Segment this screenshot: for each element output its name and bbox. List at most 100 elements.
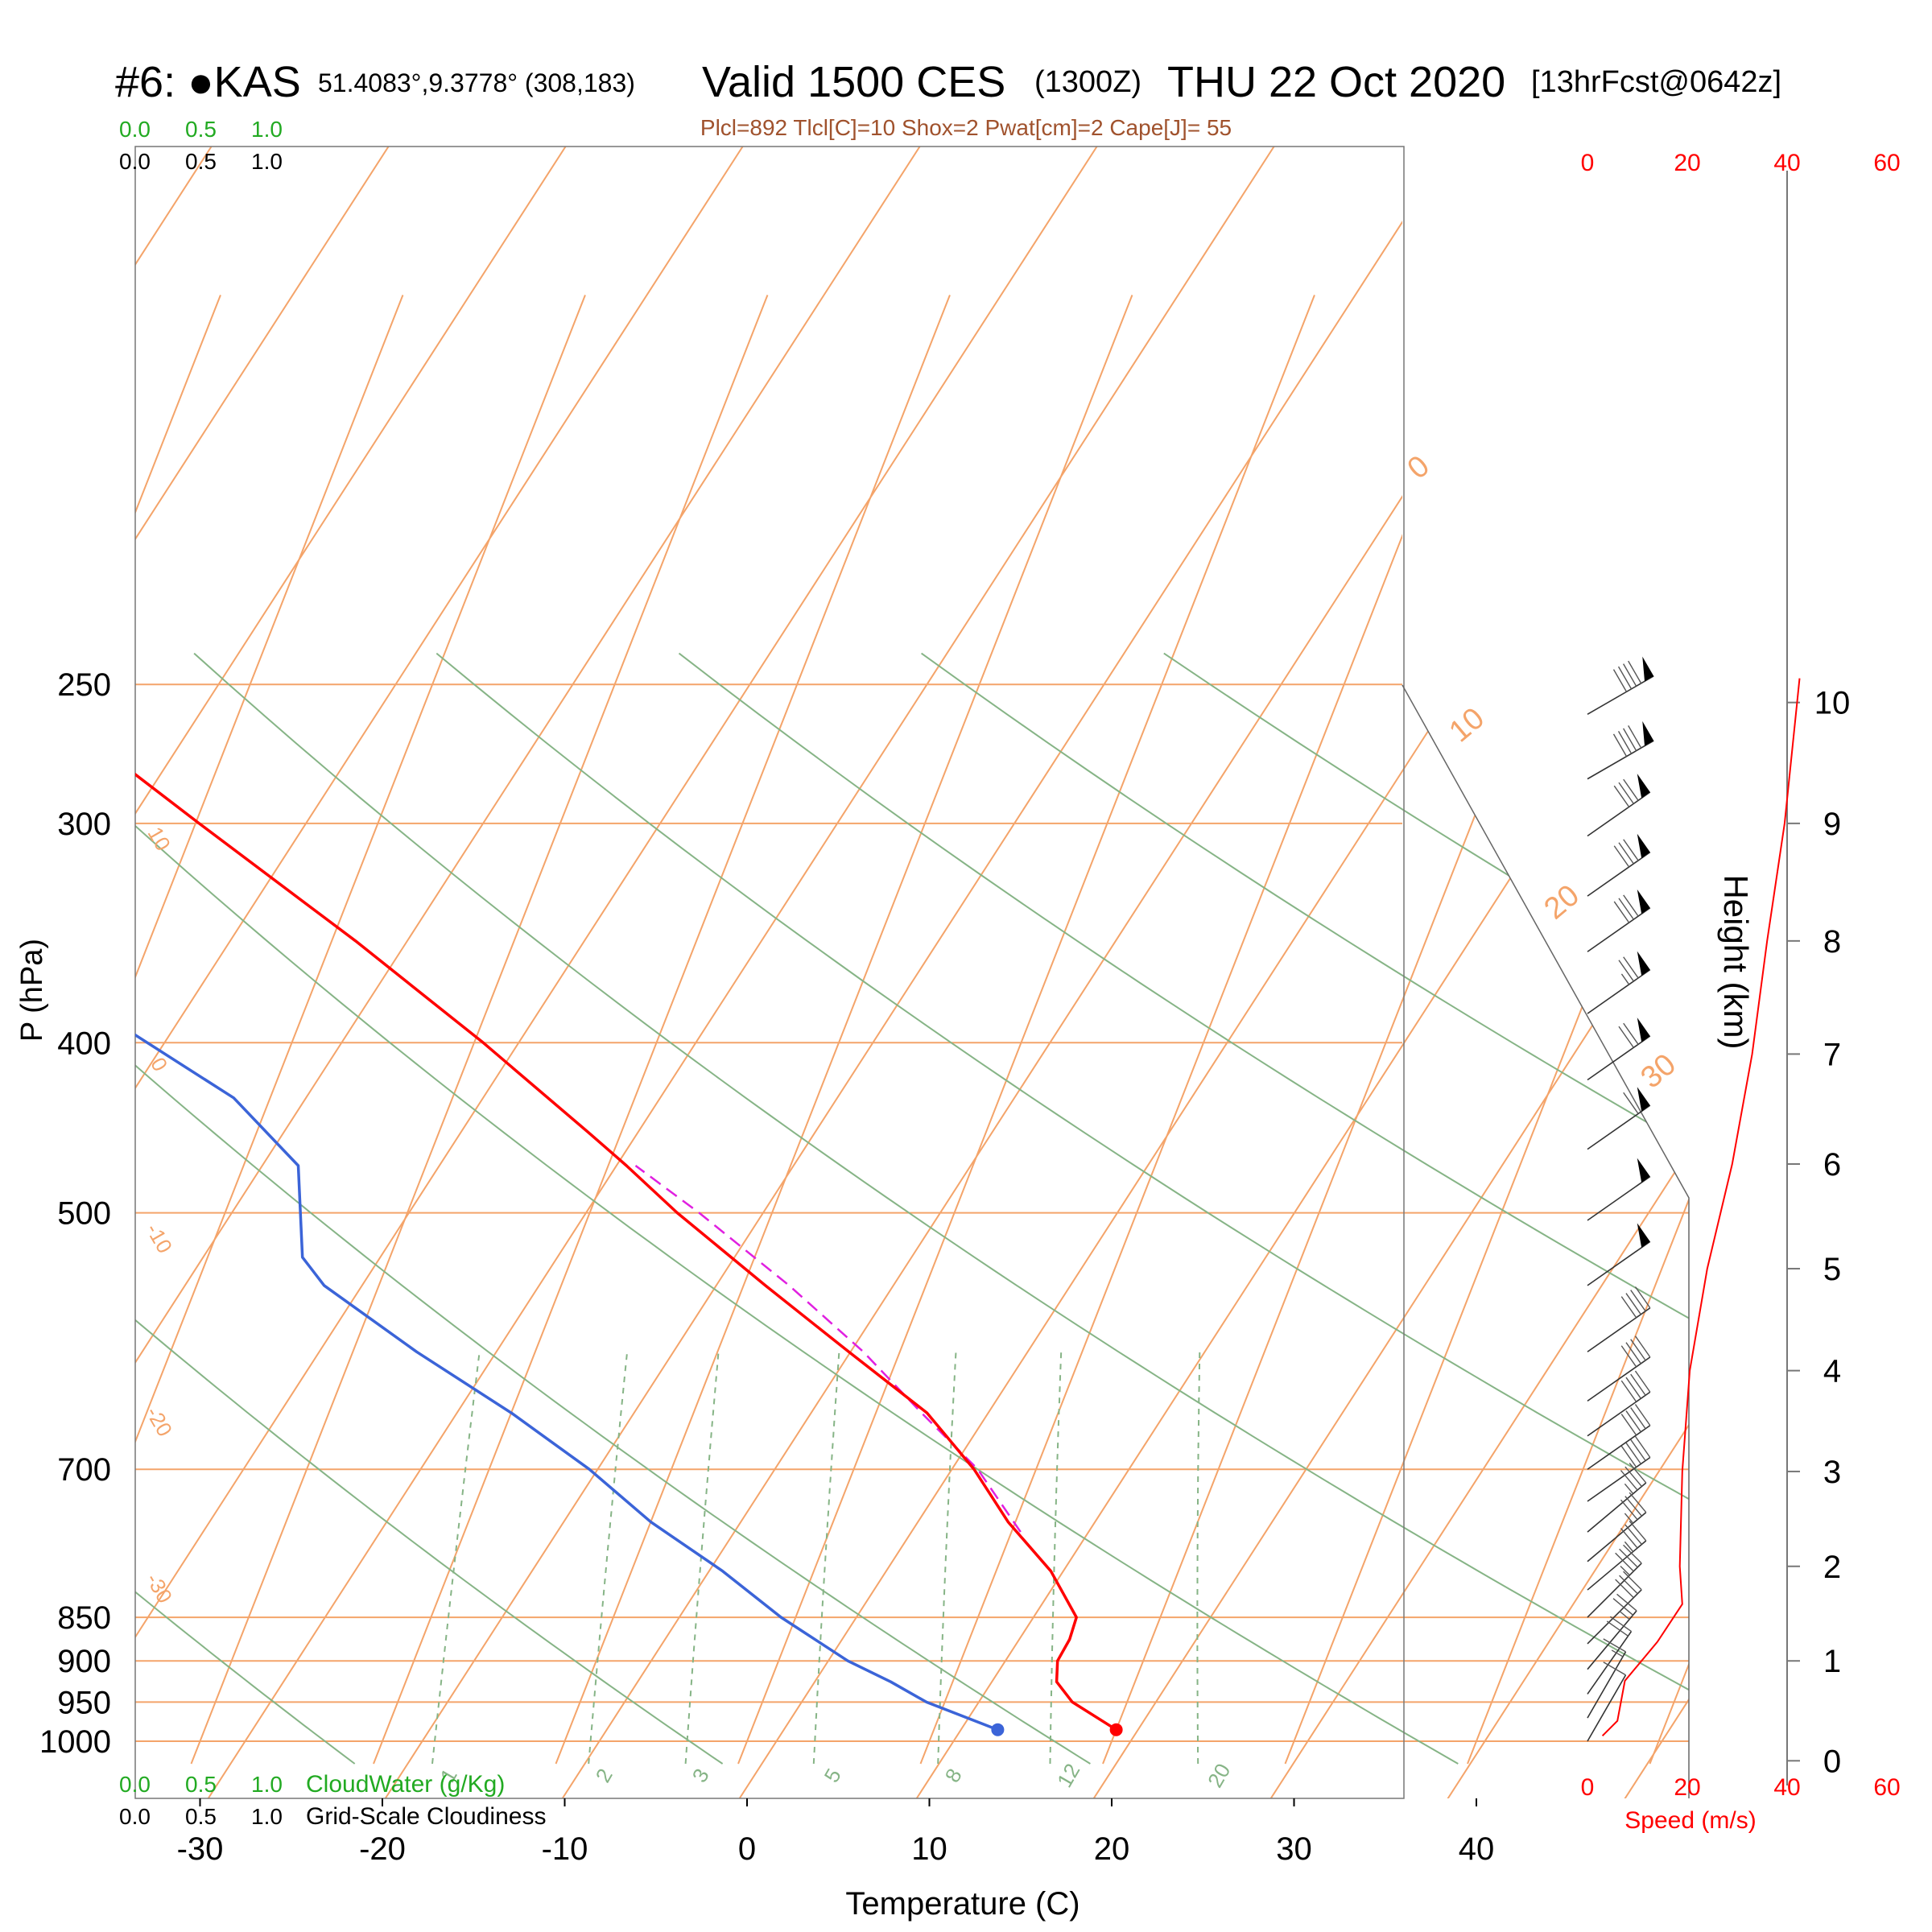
station-label: #6: ●KAS: [115, 58, 301, 106]
isotherm: [190, 295, 769, 1765]
barb-staff: [1587, 1307, 1651, 1352]
pressure-tick-label: 400: [57, 1026, 111, 1061]
mixing-ratio-label: 20: [1203, 1759, 1235, 1791]
barb-full: [1634, 1335, 1651, 1358]
isotherm: [1649, 295, 1689, 1765]
wind-barb: [1587, 833, 1651, 897]
isotherm: [555, 295, 1133, 1765]
height-tick-label: 7: [1823, 1037, 1841, 1072]
cloudiness-label: Grid-Scale Cloudiness: [306, 1803, 546, 1830]
barb-full: [1618, 960, 1634, 982]
diagonal-line: [135, 147, 597, 1798]
cloudwater-tick: 0.5: [185, 117, 217, 142]
wind-barb: [1587, 1616, 1633, 1695]
speed-tick-label-top: 40: [1773, 150, 1800, 176]
speed-tick-label-top: 60: [1873, 150, 1900, 176]
isotherm-label: -10: [141, 1219, 177, 1257]
speed-tick-label-top: 20: [1674, 150, 1700, 176]
barb-flag: [1637, 1018, 1650, 1042]
dry-adiabat: [1648, 652, 1689, 1765]
isotherm-label-right: 20: [1538, 878, 1586, 926]
params-label: Plcl=892 Tlcl[C]=10 Shox=2 Pwat[cm]=2 Ca…: [700, 115, 1232, 140]
barb-staff: [1587, 1674, 1627, 1742]
barb-staff: [1587, 791, 1651, 837]
barb-staff: [1587, 1540, 1647, 1591]
barb-staff: [1587, 1356, 1651, 1402]
height-tick-label: 8: [1823, 924, 1841, 960]
barb-full: [1623, 778, 1639, 801]
diagonal-line: [135, 147, 1482, 1798]
barb-full: [1628, 660, 1642, 684]
barb-full: [1620, 1414, 1637, 1436]
wind-barb: [1587, 1544, 1642, 1618]
barb-staff: [1587, 1512, 1647, 1563]
dry-adiabat: [1163, 652, 1689, 1765]
y-axis-label: P (hPa): [15, 939, 49, 1042]
x-tick-label: -10: [542, 1831, 588, 1867]
mixing-ratio-label: 8: [940, 1765, 967, 1787]
barb-full: [1620, 1499, 1638, 1521]
speed-axis-label: Speed (m/s): [1624, 1807, 1756, 1834]
barb-full: [1623, 1544, 1642, 1564]
height-axis-label: Height (km): [1717, 874, 1755, 1049]
isotherm: [737, 295, 1315, 1765]
x-tick-label: -20: [359, 1831, 406, 1867]
surface-dewpoint-marker: [991, 1723, 1005, 1736]
wind-barb: [1587, 1492, 1647, 1563]
cloudiness-tick: 0.0: [119, 1804, 151, 1829]
barb-full: [1625, 1377, 1641, 1399]
barb-full: [1629, 1463, 1647, 1484]
barb-full: [1624, 1524, 1642, 1545]
wind-barb: [1587, 1158, 1651, 1221]
plot-frame-extension: [1402, 684, 1690, 1798]
barb-full: [1634, 1435, 1651, 1458]
profiles: [135, 772, 1123, 1736]
speed-tick-label-bottom: 20: [1674, 1774, 1700, 1801]
mixing-ratio-line: [431, 1352, 481, 1765]
wind-barb: [1587, 656, 1654, 716]
barb-full: [1630, 1373, 1646, 1396]
barb-staff: [1587, 740, 1654, 780]
barb-flag: [1637, 1087, 1650, 1112]
cloudwater-label: CloudWater (g/Kg): [306, 1771, 505, 1798]
grid-clip: [135, 147, 1932, 1798]
barb-staff: [1587, 1631, 1633, 1695]
barb-staff: [1587, 1482, 1647, 1533]
isotherm: [1832, 295, 1932, 1764]
date-label: THU 22 Oct 2020: [1167, 58, 1505, 106]
barb-full: [1620, 1445, 1637, 1468]
diagonal-line: [135, 147, 951, 1798]
plot-frame: [134, 146, 1405, 1799]
barb-flag: [1637, 833, 1650, 859]
barb-full: [1606, 1620, 1629, 1637]
barb-full: [1623, 1022, 1639, 1045]
barb-staff: [1587, 1589, 1642, 1645]
height-tick-label: 3: [1823, 1455, 1841, 1490]
diagonal-line: [885, 147, 1689, 1798]
barb-full: [1620, 1528, 1638, 1549]
diagonal-line: [135, 147, 1659, 1798]
barb-full: [1609, 1616, 1632, 1633]
dry-adiabat: [135, 652, 1459, 1765]
cloudiness-tick: 1.0: [251, 149, 283, 174]
isotherm: [1284, 295, 1689, 1765]
cloudwater-tick: 0.0: [119, 1772, 151, 1797]
x-tick-label: 20: [1094, 1831, 1130, 1867]
barb-half: [1611, 1649, 1624, 1657]
wind-barb: [1587, 1435, 1651, 1502]
x-tick-label: 30: [1276, 1831, 1312, 1867]
isotherm: [919, 295, 1498, 1765]
height-tick-label: 1: [1823, 1644, 1841, 1679]
wind-barb: [1587, 1571, 1642, 1645]
dry-adiabat: [436, 652, 1689, 1765]
barb-staff: [1587, 907, 1651, 952]
barb-full: [1612, 669, 1628, 692]
barb-full: [1617, 666, 1633, 690]
barb-full: [1623, 1571, 1642, 1591]
isotherm-label-right: 10: [1443, 701, 1491, 749]
wind-barb: [1587, 1463, 1647, 1533]
barb-full: [1630, 1339, 1646, 1361]
dry-adiabat: [193, 652, 1689, 1765]
barb-flag: [1637, 1158, 1650, 1183]
